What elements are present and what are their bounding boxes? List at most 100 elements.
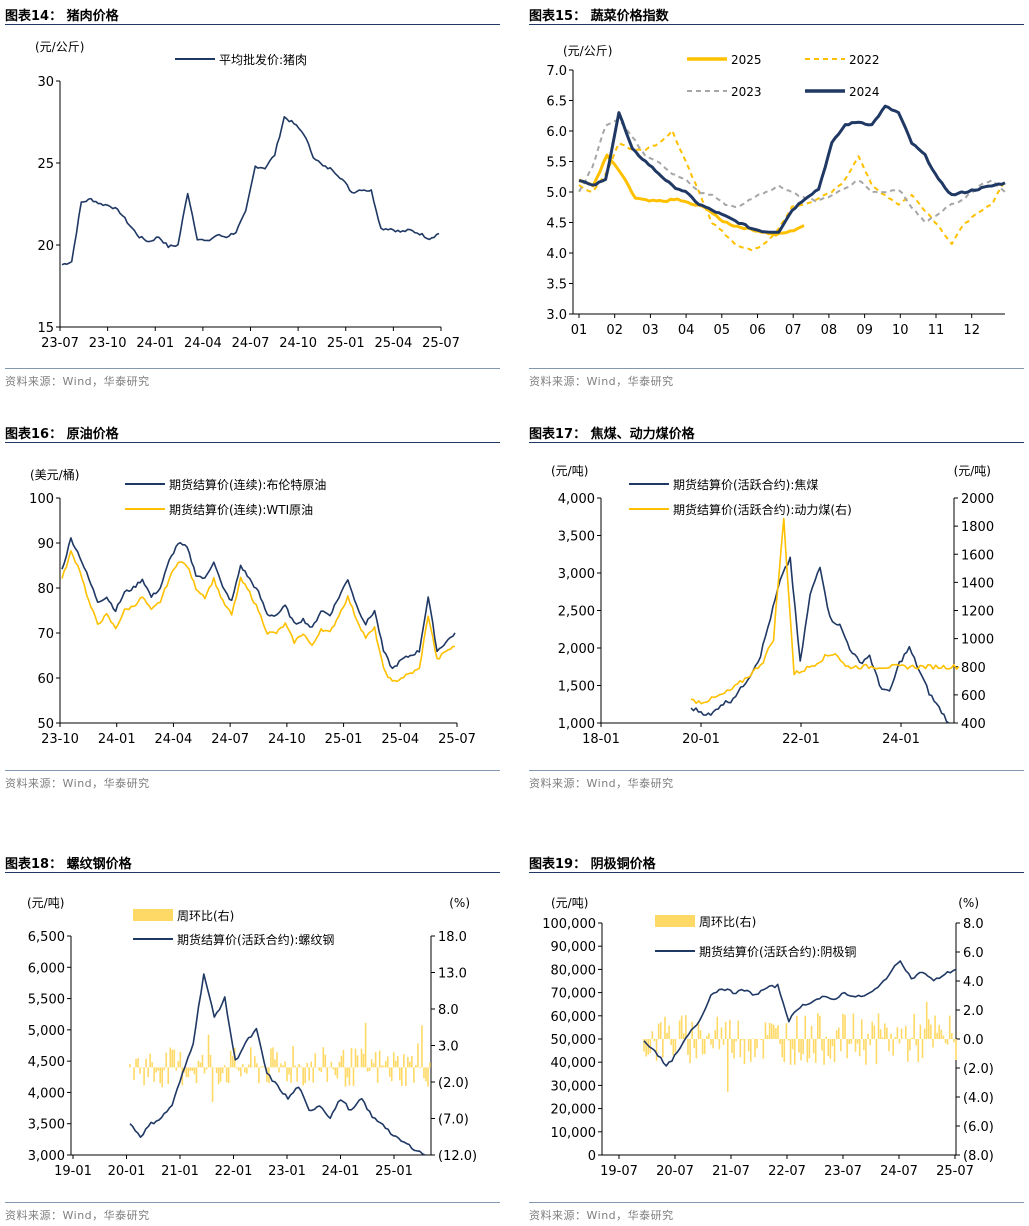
x-tick-label: 25-07: [936, 1164, 974, 1179]
chart-crude-oil: 50 60 70 80 90 100 23-10 24-01 24-04 24-07 24-10 25…: [29, 467, 476, 747]
y-tick-label-right: (4.0): [963, 1091, 994, 1106]
y-tick-label: 2,500: [558, 605, 595, 620]
unit-label-left: (元/公斤): [563, 44, 612, 58]
x-tick-label: 25-01: [327, 336, 365, 351]
x-tick-label: 24-07: [880, 1164, 918, 1179]
source-rule: [529, 770, 1024, 771]
x-tick-label: 23-07: [41, 336, 79, 351]
source-rule: [5, 1202, 500, 1203]
unit-label-left: (美元/桶): [30, 467, 79, 482]
x-tick-label: 03: [642, 323, 659, 338]
y-tick-label: 6.0: [546, 125, 567, 140]
unit-label-right: (元/吨): [954, 464, 991, 478]
x-tick-label: 24-01: [882, 732, 920, 747]
panel-title: 图表19： 阴极铜价格: [529, 857, 656, 872]
line-series-2: [129, 973, 426, 1156]
chart-vegetable: 3.0 3.5 4.0 4.5 5.0 5.5 6.0 6.5 7.0 01 02 03 04 05 06 0…: [546, 44, 1006, 338]
y-tick-label: 70: [37, 627, 54, 642]
x-tick-label: 25-01: [325, 732, 363, 747]
title-rule: [529, 442, 1024, 443]
source-rule: [529, 1202, 1024, 1203]
legend-label: 期货结算价(活跃合约):焦煤: [673, 477, 818, 492]
y-tick-label-right: (12.0): [438, 1149, 477, 1164]
y-tick-label-right: 2000: [961, 492, 994, 507]
x-tick-label: 25-07: [438, 732, 476, 747]
y-tick-label-right: 1400: [961, 576, 994, 591]
y-tick-label-right: 8.0: [963, 917, 984, 932]
legend-label: 期货结算价(连续):WTI原油: [169, 502, 313, 517]
line-series-1: [690, 556, 950, 724]
line-series-1: [61, 537, 456, 670]
bars-weekly-change: [129, 1022, 431, 1103]
source-note: 资料来源：Wind，华泰研究: [529, 375, 674, 388]
y-tick-label: 3,500: [28, 1118, 65, 1133]
y-tick-label: 30,000: [551, 1079, 597, 1094]
x-tick-label: 08: [821, 323, 838, 338]
chart-rebar: 3,000 3,500 4,000 4,500 5,000 5,500 6,000 6,500…: [27, 896, 477, 1179]
title-rule: [529, 24, 1024, 25]
panel-rebar: 图表18： 螺纹钢价格 资料来源：Wind，华泰研究 3,000 3,500 4,0…: [5, 853, 500, 1223]
unit-label-left: (元/吨): [551, 896, 588, 910]
y-tick-label: 40,000: [551, 1056, 597, 1071]
x-tick-label: 05: [714, 323, 731, 338]
y-tick-label-right: 18.0: [438, 930, 467, 945]
legend-label: 期货结算价(连续):布伦特原油: [169, 477, 326, 492]
y-tick-label-right: 8.0: [438, 1003, 459, 1018]
x-tick-label: 23-07: [824, 1164, 862, 1179]
line-series-2: [643, 960, 957, 1067]
y-tick-label-right: 6.0: [963, 946, 984, 961]
title-rule: [5, 872, 500, 873]
y-tick-label-right: (2.0): [963, 1062, 994, 1077]
legend-swatch: [655, 915, 695, 927]
x-tick-label: 07: [785, 323, 802, 338]
source-note: 资料来源：Wind，华泰研究: [5, 1209, 150, 1222]
chart-pork: 15 20 25 30 23-07 23-10 24-01 24-04 24-07 24-10 25…: [35, 40, 460, 351]
unit-label-left: (元/吨): [27, 896, 64, 910]
x-tick-label: 23-01: [268, 1164, 306, 1179]
line-series-2: [578, 129, 1006, 252]
x-tick-label: 12: [963, 323, 980, 338]
x-tick-label: 25-04: [381, 732, 419, 747]
legend-label: 平均批发价:猪肉: [219, 52, 307, 67]
y-tick-label: 80,000: [551, 963, 597, 978]
panel-coal: 图表17： 焦煤、动力煤价格 资料来源：Wind，华泰研究 1,000 1,500…: [529, 423, 1024, 803]
y-tick-label: 20: [37, 239, 54, 254]
x-tick-label: 22-01: [782, 732, 820, 747]
y-tick-label: 50: [37, 717, 54, 732]
legend-label: 周环比(右): [177, 908, 234, 923]
panel-title: 图表14： 猪肉价格: [5, 9, 119, 24]
x-tick-label: 18-01: [582, 732, 620, 747]
legend-label: 2022: [849, 53, 880, 67]
title-rule: [5, 24, 500, 25]
x-tick-label: 02: [606, 323, 623, 338]
x-tick-label: 01: [571, 323, 588, 338]
y-tick-label-right: 600: [961, 689, 986, 704]
source-note: 资料来源：Wind，华泰研究: [5, 777, 150, 790]
x-tick-label: 24-07: [211, 732, 249, 747]
title-rule: [529, 872, 1024, 873]
y-tick-label: 0: [588, 1149, 596, 1164]
y-tick-label: 70,000: [551, 987, 597, 1002]
y-tick-label: 4.5: [546, 217, 567, 232]
x-tick-label: 25-07: [422, 336, 460, 351]
panel-title: 图表16： 原油价格: [5, 427, 119, 442]
y-tick-label-right: 13.0: [438, 967, 467, 982]
y-tick-label: 2,000: [558, 642, 595, 657]
y-tick-label: 100: [29, 492, 54, 507]
y-tick-label: 25: [37, 157, 54, 172]
y-tick-label: 80: [37, 582, 54, 597]
y-tick-label-right: 800: [961, 661, 986, 676]
legend-label: 期货结算价(活跃合约):阴极铜: [699, 944, 856, 959]
y-tick-label-right: (8.0): [963, 1149, 994, 1164]
x-tick-label: 24-10: [268, 732, 306, 747]
x-tick-label: 24-01: [98, 732, 136, 747]
source-note: 资料来源：Wind，华泰研究: [5, 375, 150, 388]
line-series-1: [61, 116, 440, 266]
source-note: 资料来源：Wind，华泰研究: [529, 1209, 674, 1222]
y-tick-label: 3,000: [558, 567, 595, 582]
y-tick-label-right: (7.0): [438, 1113, 469, 1128]
title-rule: [5, 442, 500, 443]
x-tick-label: 23-10: [41, 732, 79, 747]
y-tick-label: 90: [37, 537, 54, 552]
x-tick-label: 06: [749, 323, 766, 338]
